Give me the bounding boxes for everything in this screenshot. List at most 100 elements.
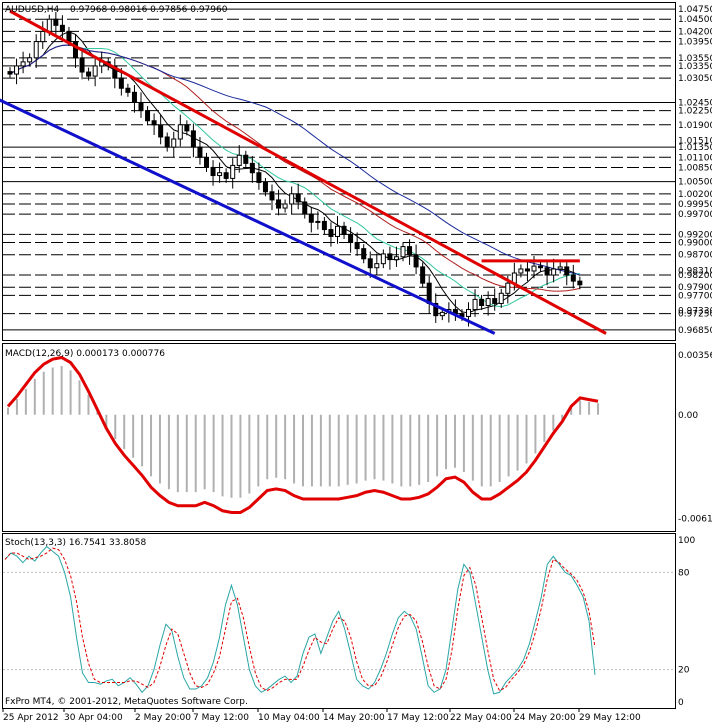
- candle-body: [230, 164, 236, 179]
- candle-body: [321, 220, 327, 231]
- time-tick-label: 7 May 12:00: [193, 713, 249, 723]
- price-tick-label: 0.98700: [678, 251, 712, 261]
- stoch-signal-line: [4, 547, 596, 692]
- candle-body: [249, 162, 255, 174]
- candle-body: [164, 136, 170, 148]
- candle-body: [269, 191, 275, 201]
- candle-body: [538, 265, 544, 269]
- candle-body: [557, 266, 563, 270]
- time-tick-label: 14 May 20:00: [323, 713, 385, 723]
- candle-body: [308, 213, 314, 223]
- candle-body: [66, 30, 72, 43]
- candle-body: [262, 181, 268, 193]
- candle-body: [380, 253, 386, 265]
- time-tick-label: 22 May 04:00: [450, 713, 512, 723]
- candle-body: [374, 263, 380, 269]
- candle-body: [217, 172, 223, 177]
- candle-body: [256, 172, 262, 183]
- price-tick-label: 0.99200: [678, 230, 712, 240]
- stoch-tick-label: 0: [678, 698, 684, 708]
- candle-body: [466, 309, 471, 317]
- price-tick-label: 1.01100: [678, 153, 712, 163]
- candle-body: [171, 138, 177, 148]
- candle-body: [86, 71, 92, 77]
- price-tick-label: 0.97900: [678, 283, 712, 293]
- candle-body: [564, 266, 570, 276]
- candle-body: [112, 65, 118, 79]
- candle-body: [518, 268, 524, 274]
- trendline-blue-channel: [0, 98, 496, 335]
- ohlc-readout: 0.97968 0.98016 0.97856 0.97960: [70, 5, 228, 15]
- price-tick-label: 0.97250: [678, 310, 712, 320]
- candle-body: [420, 266, 426, 284]
- ma-long-line: [9, 44, 580, 276]
- time-tick-label: 25 Apr 2012: [3, 713, 59, 723]
- candle-body: [524, 268, 530, 272]
- price-tick-label: 0.99000: [678, 239, 712, 249]
- candle-body: [492, 298, 498, 304]
- candle-body: [20, 61, 26, 67]
- candle-body: [531, 265, 537, 272]
- candle-body: [544, 267, 550, 276]
- candle-body: [282, 203, 288, 209]
- price-tick-label: 1.00200: [678, 190, 712, 200]
- candle-body: [236, 154, 242, 166]
- macd-signal-line: [6, 355, 599, 514]
- price-tick-label: 1.04200: [678, 27, 712, 37]
- price-tick-label: 1.00850: [678, 163, 712, 173]
- price-tick-label: 0.99950: [678, 200, 712, 210]
- time-tick-label: 30 Apr 04:00: [64, 713, 123, 723]
- candle-body: [276, 199, 282, 209]
- price-tick-label: 0.99700: [678, 210, 712, 220]
- time-axis: 25 Apr 2012 30 Apr 04:00 2 May 20:00 7 May …: [2, 708, 641, 723]
- price-tick-label: 1.04500: [678, 15, 712, 25]
- candle-body: [295, 193, 301, 203]
- candle-body: [387, 253, 393, 261]
- candle-body: [131, 91, 137, 103]
- ma-fast-line: [9, 31, 581, 314]
- candle-body: [40, 30, 46, 43]
- stoch-plot: [3, 545, 675, 695]
- price-tick-label: 1.03950: [678, 38, 712, 48]
- candle-body: [7, 71, 13, 75]
- candlesticks: [7, 11, 583, 327]
- stoch-panel-frame: [2, 533, 676, 709]
- macd-tick-label: 0.003560: [678, 351, 712, 361]
- candle-body: [79, 57, 85, 73]
- candle-body: [302, 201, 308, 215]
- candle-body: [145, 110, 151, 122]
- candle-body: [341, 225, 347, 235]
- copyright-text: FxPro MT4, © 2001-2012, MetaQuotes Softw…: [5, 697, 248, 707]
- trendline-red-channel: [9, 9, 607, 335]
- stoch-tick-label: 80: [678, 568, 690, 578]
- candle-body: [184, 124, 190, 132]
- candle-body: [243, 154, 249, 164]
- candle-body: [577, 280, 583, 286]
- price-tick-label: 0.96850: [678, 326, 712, 336]
- time-tick-label: 24 May 20:00: [514, 713, 576, 723]
- candle-body: [335, 225, 340, 237]
- stoch-tick-label: 20: [678, 666, 690, 676]
- candle-body: [328, 229, 334, 237]
- candle-body: [46, 18, 52, 32]
- price-tick-label: 1.04750: [678, 5, 712, 15]
- candle-body: [204, 156, 209, 168]
- trendlines: [0, 9, 607, 335]
- symbol-label: AUDUSD,H4: [5, 5, 60, 15]
- price-tick-label: 1.01350: [678, 143, 712, 153]
- price-tick-label: 0.98200: [678, 271, 712, 281]
- price-tick-label: 1.03350: [678, 62, 712, 72]
- candle-body: [354, 242, 360, 250]
- price-tick-label: 1.01900: [678, 121, 712, 131]
- candle-body: [118, 77, 124, 89]
- candle-body: [485, 298, 491, 306]
- macd-title: MACD(12,26,9) 0.000173 0.000776: [5, 349, 165, 359]
- macd-axis: 0.003560 0.00 -0.006164: [678, 351, 712, 525]
- ma-medium-line: [9, 44, 580, 308]
- candle-body: [177, 124, 183, 140]
- candle-body: [190, 130, 196, 148]
- candle-body: [551, 268, 557, 276]
- candle-body: [439, 311, 445, 317]
